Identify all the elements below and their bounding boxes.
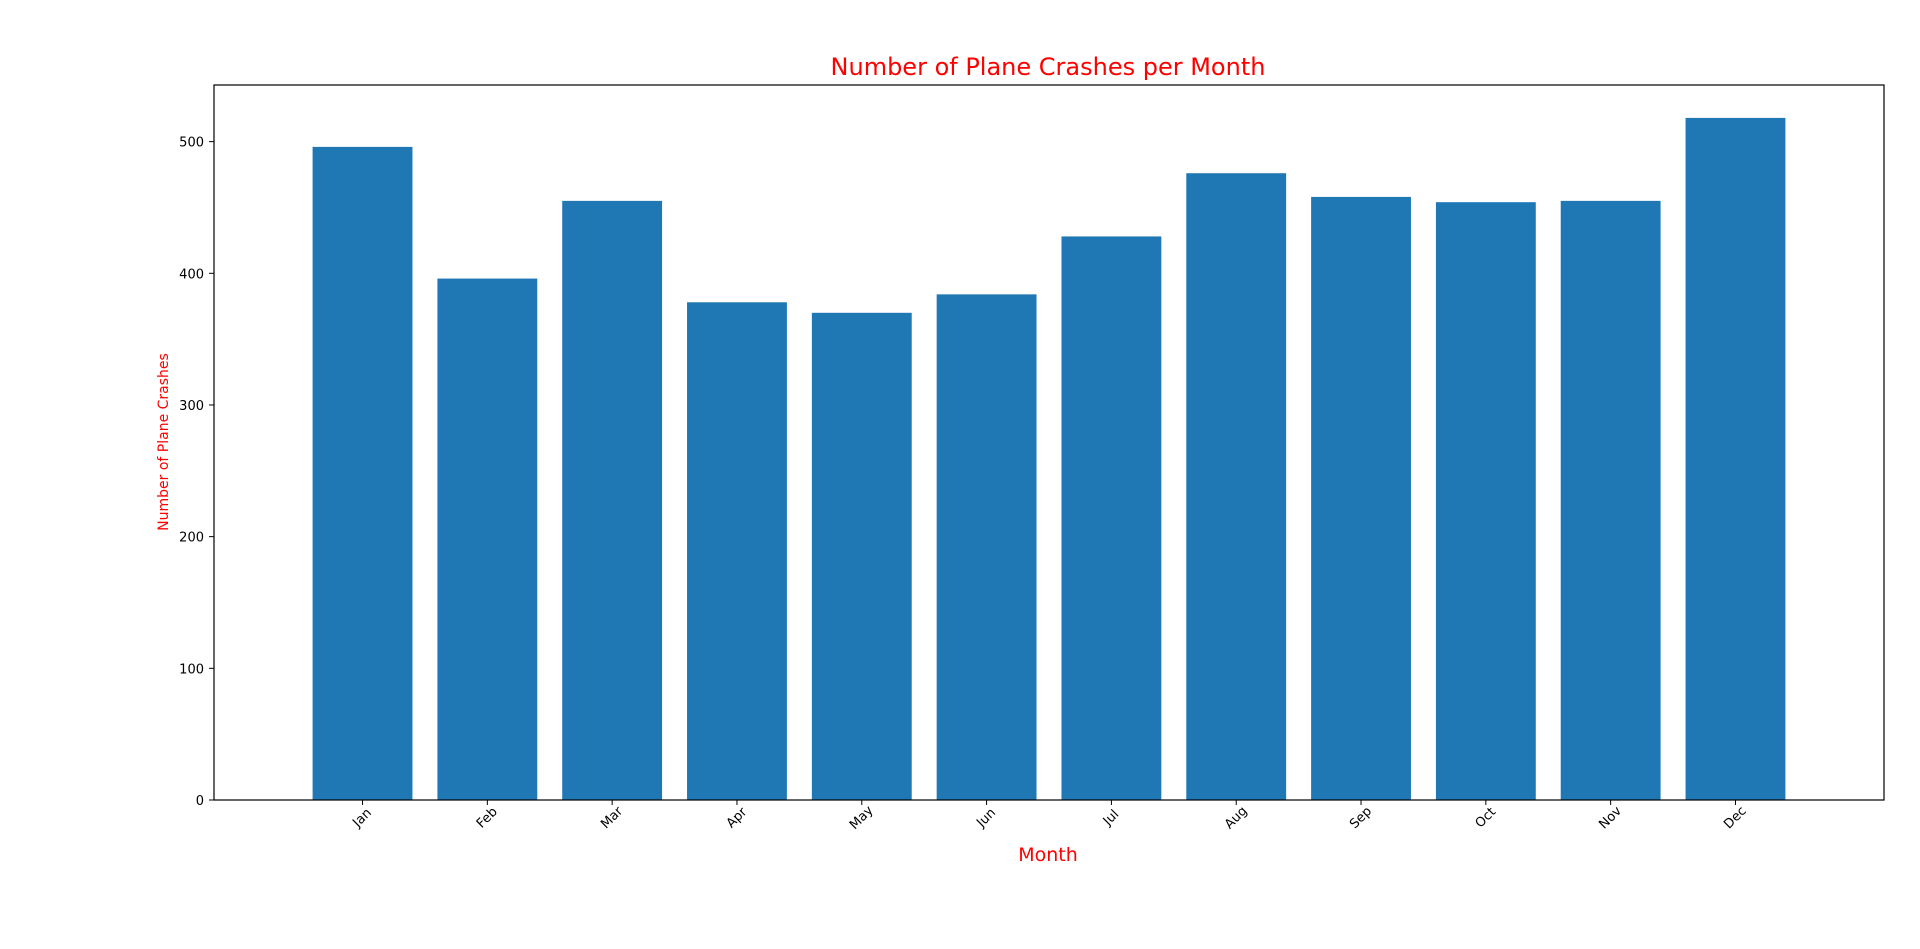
bar-jun	[936, 294, 1037, 800]
bar-jan	[312, 146, 413, 800]
bar-apr	[687, 302, 787, 800]
bar-sep	[1311, 196, 1411, 801]
bar-aug	[1186, 173, 1287, 801]
chart-title: Number of Plane Crashes per Month	[831, 53, 1266, 81]
bar-mar	[562, 200, 663, 800]
x-axis-label: Month	[1018, 844, 1078, 866]
bar-feb	[437, 278, 538, 800]
y-tick-label: 200	[179, 531, 204, 546]
y-tick-label: 100	[179, 662, 204, 677]
y-axis: 0 100 200 300 400 500	[179, 136, 214, 809]
y-tick-label: 300	[179, 399, 204, 414]
y-tick-label: 400	[179, 267, 204, 282]
bar-may	[811, 312, 912, 800]
bar-dec	[1685, 117, 1786, 801]
y-tick-label: 500	[179, 136, 204, 151]
y-axis-label: Number of Plane Crashes	[156, 353, 172, 531]
bar-oct	[1435, 202, 1536, 800]
plot-frame	[213, 84, 1885, 801]
y-tick-label: 0	[196, 794, 204, 809]
bar-nov	[1560, 200, 1661, 800]
bars	[312, 117, 1786, 801]
bar-jul	[1061, 236, 1162, 800]
